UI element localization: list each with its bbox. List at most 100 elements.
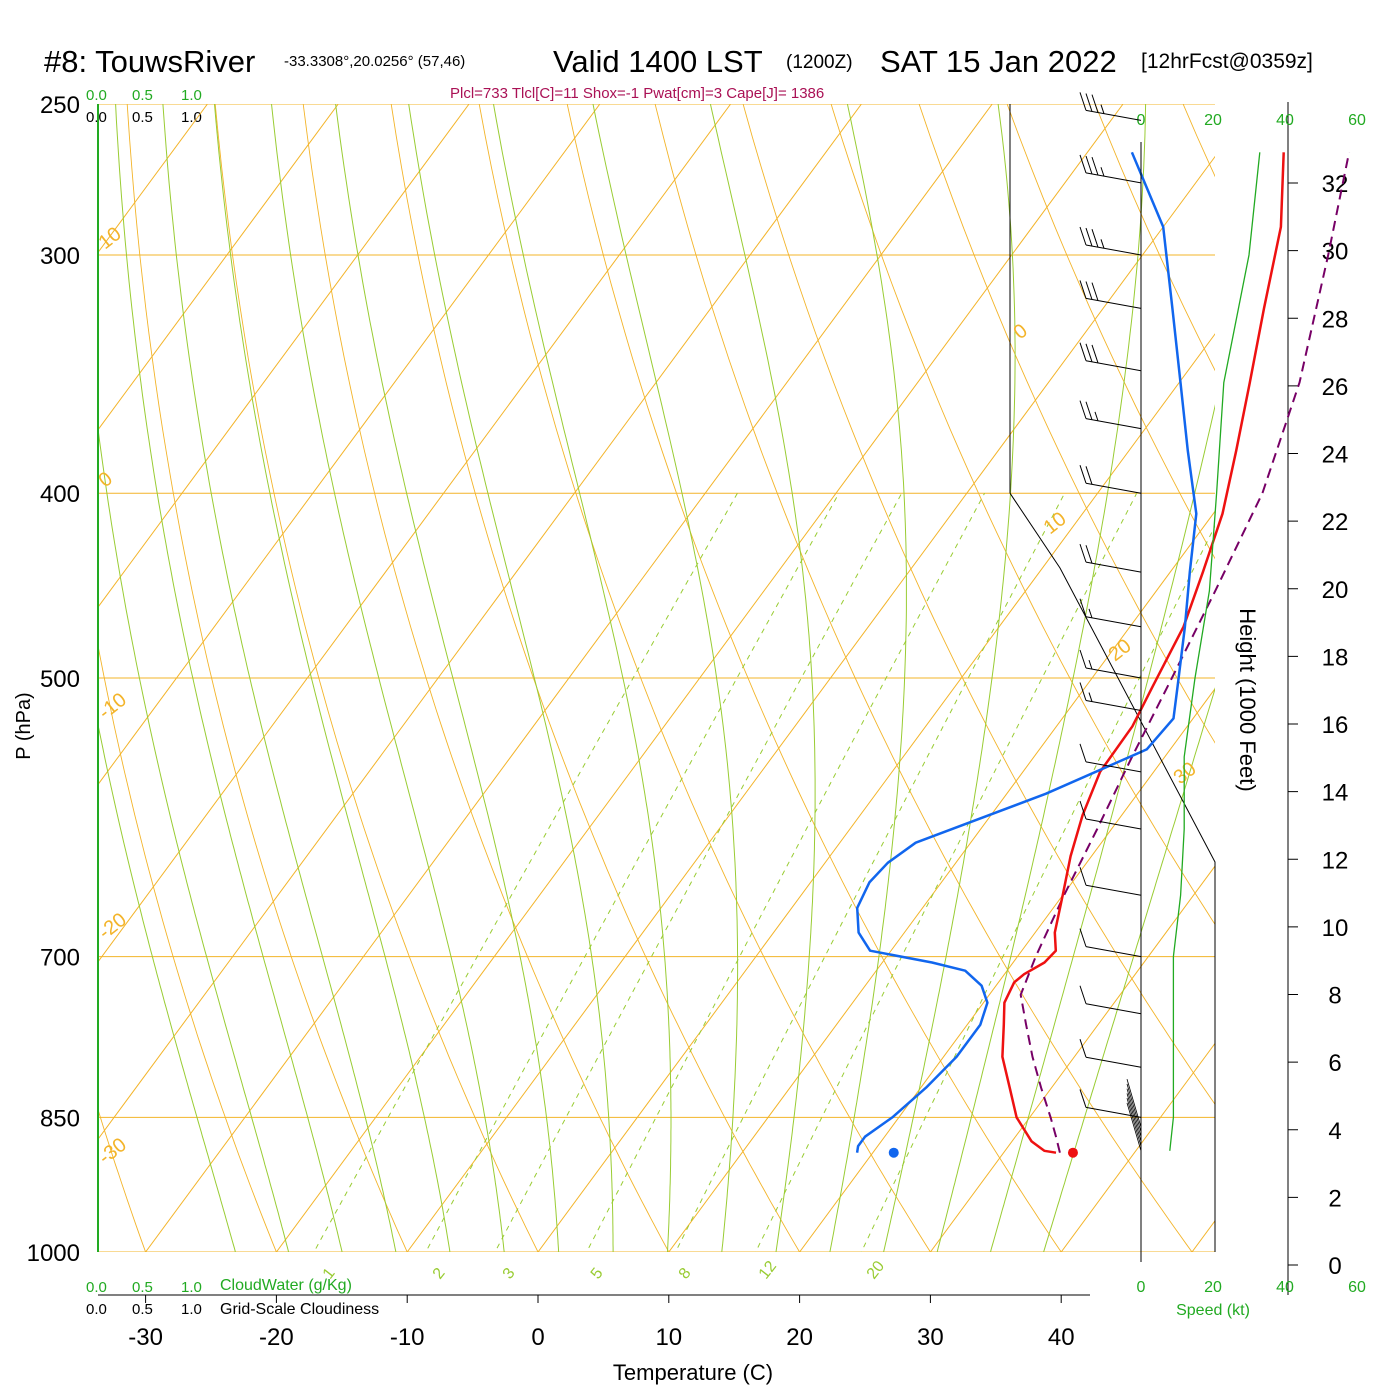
surface-temperature-point — [1067, 1147, 1078, 1158]
wind-barb-flag — [1085, 281, 1093, 300]
wind-barb-flag — [1079, 400, 1087, 419]
wind-barb-flag — [1088, 659, 1093, 670]
height-tick-label: 6 — [1328, 1050, 1341, 1077]
dry-adiabat-line — [1343, 70, 1400, 1292]
sounding-traces — [855, 151, 1351, 1158]
wind-barb-flag — [1091, 282, 1099, 301]
wind-barb-flag — [1088, 692, 1093, 702]
height-tick-label: 16 — [1322, 712, 1349, 739]
wind-barb-staff — [1085, 360, 1142, 372]
cloudwater-tick: 1.0 — [181, 87, 202, 104]
wind-barb-flag — [1079, 226, 1087, 246]
temp-tick-label: -10 — [390, 1324, 425, 1351]
temp-tick-label: 20 — [786, 1324, 813, 1351]
isotherm-label: -10 — [95, 689, 131, 724]
height-tick-label: 26 — [1322, 374, 1349, 401]
wind-speed-tick: 40 — [1276, 112, 1294, 129]
moist-adiabat-line — [214, 104, 451, 1252]
wind-barb-flag — [1085, 401, 1093, 420]
wind-barb-flag — [1079, 1089, 1087, 1108]
height-tick-label: 8 — [1328, 983, 1341, 1010]
cloud-scale-bottom: 0.0 0.5 1.0 CloudWater (g/Kg) 0.0 0.5 1.… — [86, 1277, 379, 1318]
wind-barb-flag — [1091, 229, 1099, 248]
x-axis-title: Temperature (C) — [613, 1360, 773, 1385]
wind-speed-tick: 0 — [1137, 112, 1146, 129]
dry-adiabat-line — [214, 104, 539, 1252]
pressure-tick-label: 400 — [40, 481, 80, 508]
dry-adiabat-line — [126, 104, 408, 1252]
wind-barb-flag — [1091, 94, 1099, 113]
dry-adiabat-line — [478, 104, 931, 1252]
height-tick-label: 20 — [1322, 577, 1349, 604]
wind-speed-tick: 60 — [1348, 112, 1366, 129]
height-tick-label: 30 — [1322, 239, 1349, 266]
isotherm-label: 10 — [1040, 508, 1071, 539]
height-tick-label: 14 — [1322, 780, 1349, 807]
moist-adiabat-line — [592, 104, 739, 1252]
wind-barb-flag — [1085, 545, 1093, 564]
wind-speed-tick: 20 — [1204, 1279, 1222, 1296]
wind-barb-flag — [1079, 649, 1087, 669]
mixing-ratio-line — [425, 492, 840, 1252]
temp-tick-label: 40 — [1048, 1324, 1075, 1351]
moist-adiabat-line — [271, 104, 505, 1252]
temp-tick-label: -20 — [259, 1324, 294, 1351]
dry-adiabat-line — [742, 104, 1215, 1106]
wind-barb-flag — [1079, 743, 1087, 763]
wind-barb-staff — [1085, 297, 1142, 309]
wind-barb — [1079, 465, 1142, 494]
cloudiness-tick: 0.0 — [86, 109, 107, 126]
wind-barb-staff — [1085, 109, 1142, 121]
cloudwater-tick: 0.0 — [86, 1279, 107, 1296]
forecast-info: [12hrFcst@0359z] — [1141, 50, 1313, 73]
height-tick-label: 0 — [1328, 1253, 1341, 1280]
y-axis-title: P (hPa) — [13, 692, 35, 759]
wind-barb — [1079, 280, 1142, 309]
wind-barb-flag — [1079, 985, 1087, 1004]
pressure-tick-label: 300 — [40, 243, 80, 270]
mixing-ratio-label: 12 — [756, 1258, 780, 1283]
wind-barb — [1079, 342, 1142, 372]
wind-barb — [1079, 867, 1142, 896]
moist-adiabat-line — [162, 104, 397, 1252]
dry-adiabat-line — [98, 643, 277, 1252]
wind-speed-tick: 0 — [1137, 1279, 1146, 1296]
moist-adiabat-line — [709, 104, 816, 1252]
height-tick-label: 4 — [1328, 1118, 1341, 1145]
wind-barb-staff — [1126, 1093, 1142, 1142]
dewpoint-trace — [855, 151, 1198, 1153]
zulu-time: (1200Z) — [786, 52, 853, 73]
wind-barb-flag — [1094, 411, 1099, 422]
moist-adiabat-line — [98, 424, 290, 1252]
cloudiness-tick: 0.5 — [132, 109, 153, 126]
moist-adiabat-line — [493, 104, 672, 1252]
isotherm-line — [275, 104, 1124, 1252]
mixing-ratio-line — [313, 492, 738, 1252]
wind-barb-flag — [1079, 867, 1087, 886]
cloudwater-tick: 0.5 — [132, 1279, 153, 1296]
pressure-tick-label: 500 — [40, 666, 80, 693]
wind-barb-staff — [1126, 1083, 1142, 1133]
wind-barb-flag — [1085, 343, 1093, 362]
wind-barb-staff — [1085, 699, 1142, 711]
dry-adiabat-line — [390, 104, 801, 1252]
isotherm-label: 0 — [1010, 320, 1032, 344]
wind-barb — [1079, 928, 1142, 958]
pressure-tick-label: 700 — [40, 945, 80, 972]
cloudwater-tick: 0.5 — [132, 87, 153, 104]
dry-adiabat-line — [918, 104, 1215, 744]
isotherm-label: -20 — [95, 909, 131, 944]
wind-barb-flag — [1079, 92, 1087, 111]
temp-tick-label: 0 — [531, 1324, 544, 1351]
wind-barb-flag — [1079, 682, 1087, 701]
wind-barb-flag — [1085, 93, 1093, 112]
wind-barb-staff — [1085, 172, 1142, 184]
wind-barb-flag — [1079, 465, 1087, 484]
wind-barb — [1079, 543, 1142, 573]
moist-adiabat-line — [829, 104, 907, 1252]
mixing-ratio-line — [674, 492, 1066, 1252]
wind-barb-staff — [1085, 1003, 1142, 1015]
temp-tick-label: 30 — [917, 1324, 944, 1351]
cloudwater-tick: 1.0 — [181, 1279, 202, 1296]
valid-time: Valid 1400 LST — [553, 44, 763, 79]
